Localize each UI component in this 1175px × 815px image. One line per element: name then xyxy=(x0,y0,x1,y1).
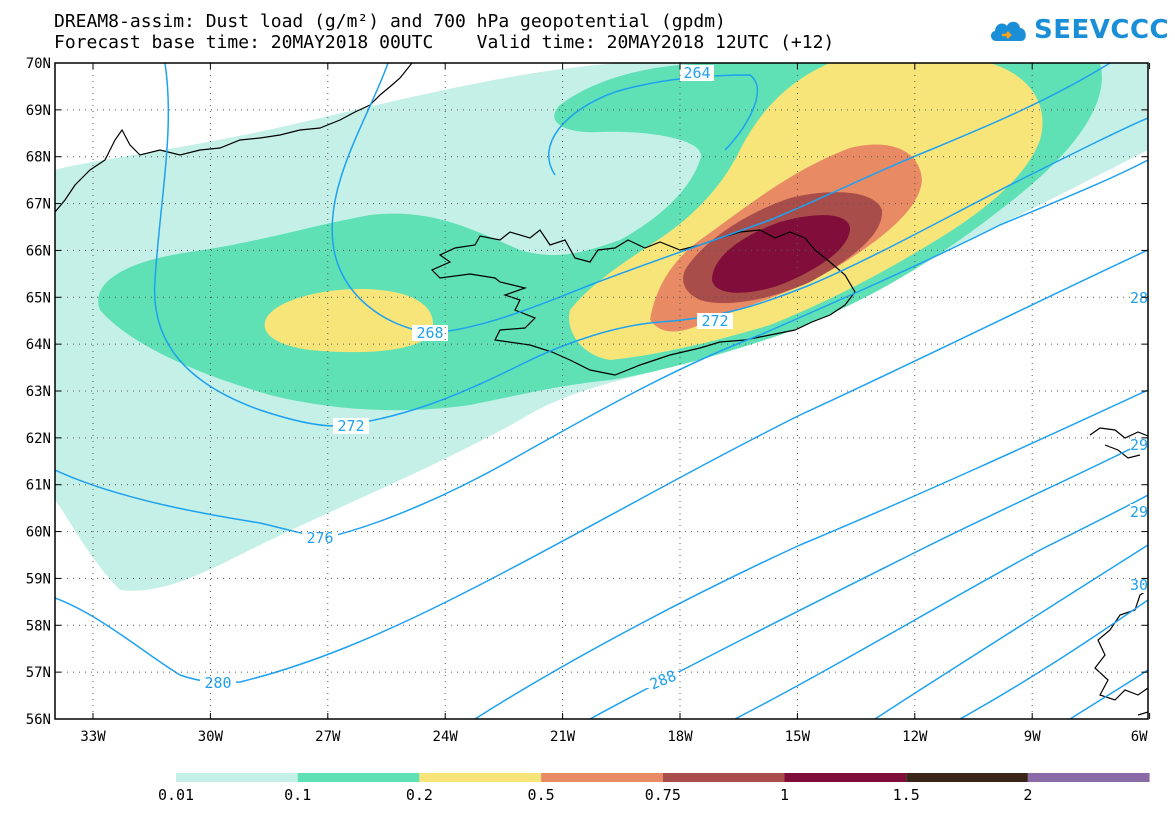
map-frame xyxy=(54,62,1149,720)
contour-264 xyxy=(548,74,759,176)
contour-304 xyxy=(1069,669,1148,719)
legend-swatch xyxy=(662,773,785,782)
contour-label-272-west: 272 xyxy=(333,417,369,435)
lon-label: 12W xyxy=(902,729,928,745)
svg-text:29: 29 xyxy=(1130,436,1148,454)
lat-label: 56N xyxy=(26,712,51,728)
svg-text:272: 272 xyxy=(701,312,728,330)
dust-field xyxy=(55,63,1148,591)
svg-text:264: 264 xyxy=(683,64,710,82)
legend-label: 2 xyxy=(1023,786,1032,804)
lon-label: 15W xyxy=(785,729,811,745)
lon-label: 6W xyxy=(1131,729,1148,745)
legend-swatch xyxy=(784,773,907,782)
graticule xyxy=(55,63,1148,719)
contour-280 xyxy=(55,249,1148,684)
contour-268 xyxy=(331,63,1111,334)
legend-swatch xyxy=(176,773,298,782)
legend-swatch xyxy=(419,773,542,782)
legend-label: 0.2 xyxy=(406,786,433,804)
lon-label: 9W xyxy=(1024,729,1041,745)
lon-label: 33W xyxy=(80,729,106,745)
axis-labels: 70N 69N 68N 67N 66N 65N 64N 63N 62N 61N 60N 59N 58N 5… xyxy=(26,56,1151,745)
lat-label: 64N xyxy=(26,337,51,353)
legend-label: 0.01 xyxy=(158,786,194,804)
svg-text:272: 272 xyxy=(337,417,364,435)
lon-label: 18W xyxy=(667,729,693,745)
lat-label: 68N xyxy=(26,150,51,166)
contour-272 xyxy=(153,63,1148,427)
svg-text:28: 28 xyxy=(1130,289,1148,307)
contour-284 xyxy=(474,389,1148,719)
dust-level-02-west xyxy=(264,289,433,353)
lat-label: 69N xyxy=(26,103,51,119)
contour-300 xyxy=(959,599,1148,719)
lat-label: 60N xyxy=(26,525,51,541)
lat-label: 63N xyxy=(26,384,51,400)
contour-label-288: 288 xyxy=(645,667,681,694)
contour-label-29-edge-b: 29 xyxy=(1130,503,1148,521)
legend-label: 0.5 xyxy=(528,786,555,804)
iceland-coastline xyxy=(430,229,856,376)
lat-label: 66N xyxy=(26,243,51,259)
map-title: DREAM8-assim: Dust load (g/m²) and 700 h… xyxy=(54,11,726,32)
contour-label-276: 276 xyxy=(302,529,338,547)
seevccc-logo: SEEVCCC xyxy=(988,15,1169,45)
contour-label-264: 264 xyxy=(680,64,714,82)
color-legend: 0.01 0.1 0.2 0.5 0.75 1 1.5 2 xyxy=(158,773,1150,804)
contour-label-268: 268 xyxy=(412,324,448,342)
contour-label-30-edge: 30 xyxy=(1130,576,1148,594)
cloud-icon xyxy=(990,21,1026,41)
lat-label: 58N xyxy=(26,618,51,634)
svg-text:288: 288 xyxy=(647,667,679,694)
logo-text: SEEVCCC xyxy=(1034,15,1170,45)
greenland-coastline xyxy=(54,62,413,213)
lon-label: 21W xyxy=(550,729,576,745)
contour-label-29-edge-a: 29 xyxy=(1130,436,1148,454)
legend-swatch xyxy=(906,773,1028,782)
legend-label: 0.1 xyxy=(284,786,311,804)
lon-label: 30W xyxy=(198,729,224,745)
legend-label: 1.5 xyxy=(893,786,920,804)
svg-text:30: 30 xyxy=(1130,576,1148,594)
lat-label: 59N xyxy=(26,571,51,587)
map-subtitle: Forecast base time: 20MAY2018 00UTC Vali… xyxy=(54,32,835,53)
scotland-coastline xyxy=(1094,589,1149,716)
contour-label-272-east: 272 xyxy=(697,312,733,330)
contour-276 xyxy=(55,159,1148,539)
contour-labels: 264 268 272 272 276 280 288 28 29 29 30 xyxy=(200,64,1148,693)
lat-label: 57N xyxy=(26,665,51,681)
svg-text:29: 29 xyxy=(1130,503,1148,521)
legend-swatch xyxy=(297,773,420,782)
legend-label: 0.75 xyxy=(645,786,681,804)
lat-label: 62N xyxy=(26,431,51,447)
svg-text:280: 280 xyxy=(204,674,231,692)
lat-label: 70N xyxy=(26,56,51,72)
lon-label: 24W xyxy=(433,729,459,745)
contour-296 xyxy=(874,544,1148,719)
svg-text:276: 276 xyxy=(306,529,333,547)
dust-level-1 xyxy=(712,215,850,293)
contour-label-280: 280 xyxy=(200,674,236,692)
lat-label: 61N xyxy=(26,478,51,494)
legend-swatch xyxy=(541,773,663,782)
lat-label: 67N xyxy=(26,197,51,213)
faroe-coastline xyxy=(1089,427,1149,459)
contour-292 xyxy=(734,494,1148,719)
contour-label-28-edge: 28 xyxy=(1130,289,1148,307)
legend-label: 1 xyxy=(780,786,789,804)
lat-label: 65N xyxy=(26,290,51,306)
legend-swatch xyxy=(1027,773,1150,782)
svg-text:268: 268 xyxy=(416,324,443,342)
lon-label: 27W xyxy=(315,729,341,745)
